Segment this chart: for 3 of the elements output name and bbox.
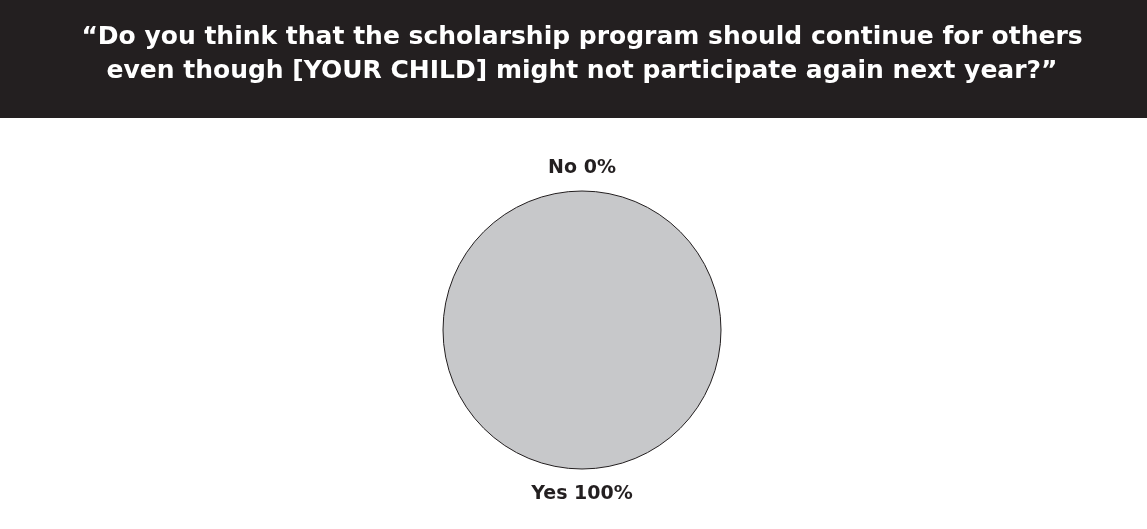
slice-label: Yes 100%: [530, 481, 633, 503]
category-label: No 0%: [548, 155, 616, 177]
chart-title: “Do you think that the scholarship program should continue for others even though [YOUR CHILD] might not participate again next year?”: [81, 21, 1083, 84]
